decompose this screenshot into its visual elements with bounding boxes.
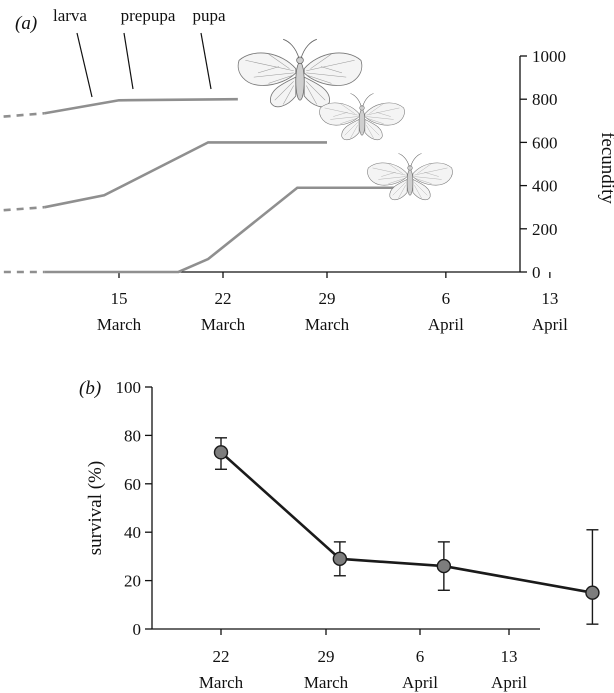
panel-a-series-3-line [44,186,417,274]
panel-a-x-tick-month: March [97,315,142,334]
panel-b-data-point [585,585,600,600]
panel-b-data-point [213,445,229,460]
panel-b-series-line [220,451,593,594]
panel-a-series-2-line [44,141,327,209]
panel-a-y-tick-label: 800 [532,90,558,109]
panel-a-stage-leader-line [123,32,134,90]
panel-b-data-point [332,551,348,567]
panel-a-y-tick-label: 200 [532,220,558,239]
panel-a-y-tick-label: 0 [532,263,541,282]
panel-b-y-tick-label: 40 [124,523,141,542]
panel-a-y-tick-label: 400 [532,177,558,196]
panel-a-y-tick-label: 1000 [532,47,566,66]
panel-a-x-tick-month: March [305,315,350,334]
panel-a-stage-label: larva [53,6,87,25]
panel-a-x-tick-day: 15 [111,289,128,308]
panel-b-x-tick-day: 6 [416,647,425,666]
panel-a-x-tick-month: March [201,315,246,334]
moth-icon [237,38,363,108]
panel-a-x-tick-day: 13 [541,289,558,308]
panel-a-y-axis-label: fecundity [597,132,614,204]
panel-a-stage-label: pupa [192,6,226,25]
panel-a-stage-label: prepupa [121,6,176,25]
panel-a-x-tick-day: 6 [442,289,451,308]
panel-b-x-tick-month: March [199,673,244,692]
panel-a-label: (a) [15,13,37,34]
panel-b-y-tick-label: 60 [124,475,141,494]
panel-a-x-tick-month: April [532,315,568,334]
panel-b-x-tick-day: 22 [213,647,230,666]
panel-a-series-1-line [44,97,238,115]
panel-b-y-tick-label: 80 [124,426,141,445]
panel-b-x-tick-month: March [304,673,349,692]
moth-icon [319,93,405,141]
panel-b-data-point [436,558,452,574]
panel-b-x-tick-month: April [402,673,438,692]
panel-a-stage-leader-line [76,32,93,98]
panel-a-stage-leader-line [200,32,212,90]
panel-a-series-2-dashed-line [0,205,45,212]
panel-b-y-tick-label: 100 [116,378,142,397]
panel-b-x-tick-day: 29 [318,647,335,666]
panel-b-y-tick-label: 0 [133,620,142,639]
panel-a-x-tick-day: 22 [215,289,232,308]
panel-b-y-axis-label: survival (%) [85,461,106,555]
panel-b-label: (b) [79,378,101,399]
panel-a-x-tick-month: April [428,315,464,334]
moth-icon [367,153,453,201]
panel-a-y-tick-label: 600 [532,133,558,152]
panel-a: (a) 0 200 400 600 800 1000 fecundity 15 March 22 Ma… [0,6,614,334]
panel-b: (b) 0 20 40 60 80 100 survival (%) 22 March 29 Marc… [79,378,600,692]
panel-b-y-tick-label: 20 [124,572,141,591]
panel-b-x-tick-month: April [491,673,527,692]
panel-b-x-tick-day: 13 [501,647,518,666]
panel-a-series-1-dashed-line [0,111,45,119]
panel-a-x-tick-day: 29 [319,289,336,308]
